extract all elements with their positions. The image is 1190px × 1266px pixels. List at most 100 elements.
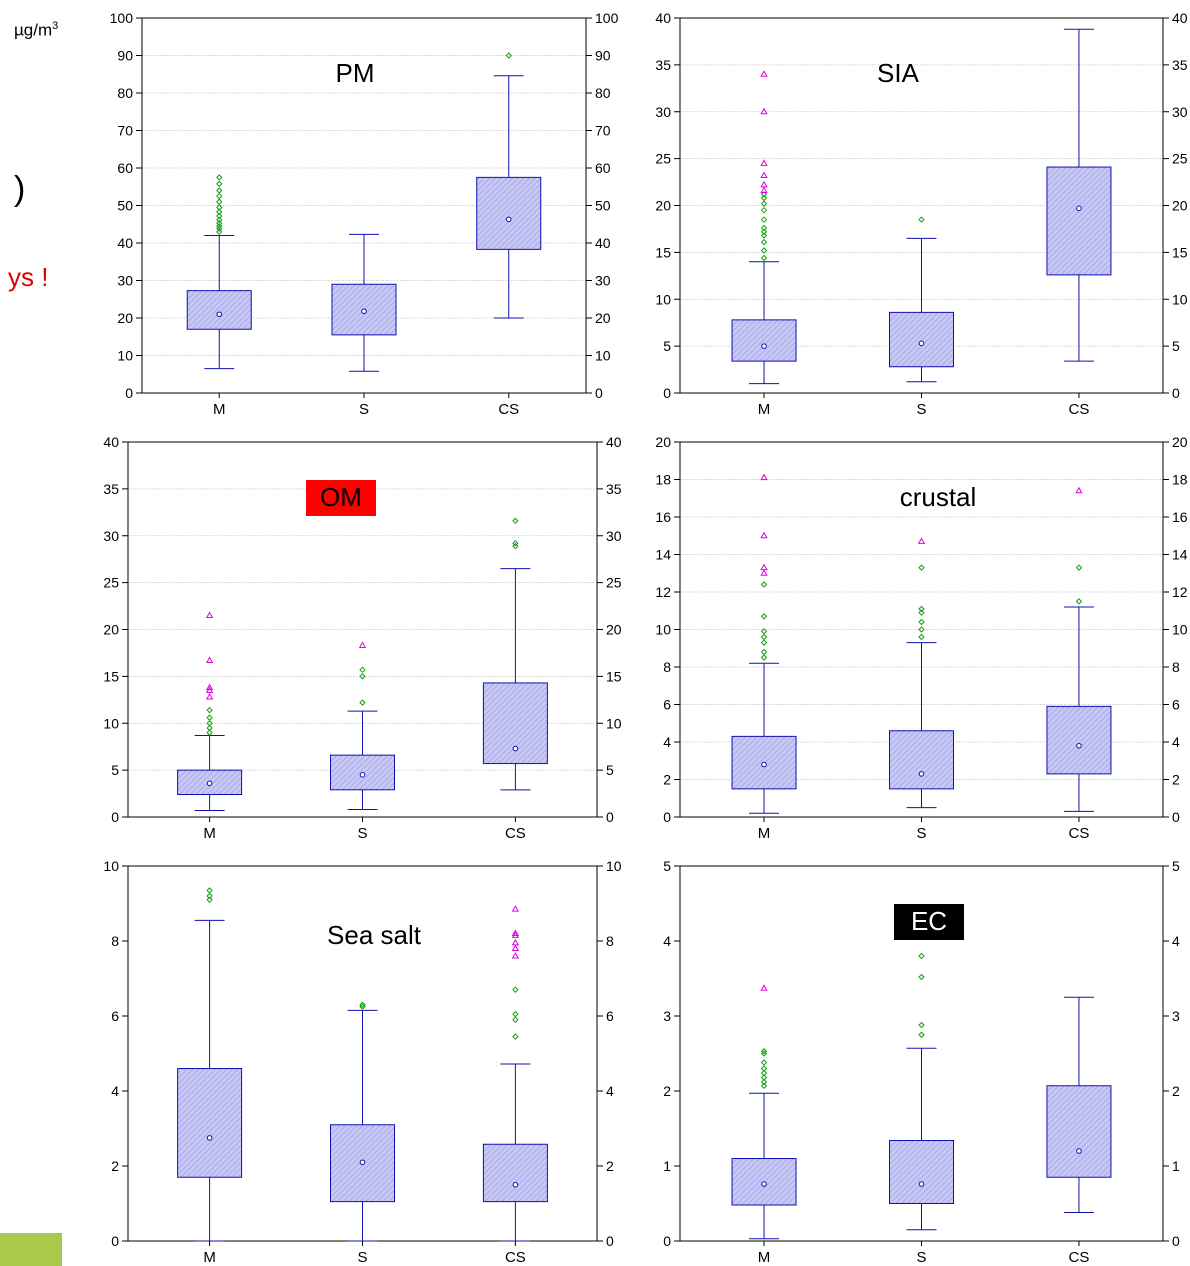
y-tick-label-left: 5 xyxy=(663,338,671,354)
y-tick-label-right: 0 xyxy=(595,385,603,401)
y-tick-label-left: 10 xyxy=(103,715,119,731)
box-cs xyxy=(482,517,548,791)
y-tick-label-right: 5 xyxy=(1172,338,1180,354)
y-tick-label-left: 14 xyxy=(655,547,671,563)
y-tick-label-right: 8 xyxy=(606,933,614,949)
y-tick-label-right: 18 xyxy=(1172,472,1188,488)
outlier-point xyxy=(760,648,768,656)
y-tick-label-left: 0 xyxy=(125,385,133,401)
x-tick-label: CS xyxy=(1069,825,1090,842)
box-s xyxy=(331,233,397,372)
outlier-point xyxy=(216,225,223,232)
median-marker xyxy=(512,1181,519,1188)
extreme-outlier-point xyxy=(760,569,768,576)
outlier-point xyxy=(359,699,366,706)
y-tick-label-left: 4 xyxy=(111,1083,119,1099)
outlier-point xyxy=(206,892,213,900)
extreme-outlier-point xyxy=(760,171,768,178)
x-tick-label: M xyxy=(758,825,771,842)
unit-label: µg/m3 xyxy=(14,20,58,41)
extreme-outlier-point xyxy=(511,938,520,946)
box-m xyxy=(177,611,243,811)
outlier-point xyxy=(206,724,213,732)
y-tick-label-right: 0 xyxy=(606,809,614,825)
y-tick-label-left: 0 xyxy=(663,809,671,825)
y-tick-label-left: 35 xyxy=(655,57,671,73)
outlier-point xyxy=(760,200,768,207)
extreme-outlier-point xyxy=(511,951,520,959)
outlier-point xyxy=(760,1048,768,1055)
y-tick-label-right: 10 xyxy=(595,348,611,364)
outlier-point xyxy=(760,1069,768,1077)
y-tick-label-left: 40 xyxy=(103,434,119,450)
y-tick-label-right: 25 xyxy=(1172,151,1188,167)
y-tick-label-left: 35 xyxy=(103,481,119,497)
y-tick-label-left: 70 xyxy=(117,123,133,139)
x-tick-label: S xyxy=(357,825,367,842)
chart-panel-crustal: 0 0 2 2 4 4 6 6 8 8 10 10 12 12 14 14 16 16 18 18 20 20 M S CS cr… xyxy=(655,434,1187,842)
extreme-outlier-point xyxy=(760,107,768,115)
outlier-point xyxy=(505,52,512,59)
y-tick-label-right: 5 xyxy=(606,762,614,778)
box-m xyxy=(731,70,797,385)
y-tick-label-right: 30 xyxy=(595,273,611,289)
outlier-point xyxy=(760,628,768,635)
iqr-box xyxy=(889,1140,954,1204)
y-tick-label-left: 100 xyxy=(110,10,134,26)
outlier-point xyxy=(216,198,223,205)
extreme-outlier-point xyxy=(760,186,768,193)
y-tick-label-left: 5 xyxy=(111,762,119,778)
y-tick-label-left: 30 xyxy=(117,273,133,289)
extreme-outlier-point xyxy=(760,70,768,77)
box-m xyxy=(186,174,252,370)
median-marker xyxy=(361,308,367,315)
y-tick-label-right: 25 xyxy=(606,575,622,591)
y-tick-label-left: 6 xyxy=(111,1008,119,1024)
outlier-point xyxy=(216,180,223,187)
outlier-point xyxy=(760,194,768,202)
outlier-point xyxy=(206,887,213,894)
y-tick-label-left: 6 xyxy=(663,697,671,713)
y-tick-label-right: 8 xyxy=(1172,659,1180,675)
y-tick-label-left: 40 xyxy=(655,10,671,26)
extreme-outlier-point xyxy=(358,641,367,648)
box-cs xyxy=(1046,28,1112,362)
y-tick-label-left: 5 xyxy=(663,858,671,874)
outlier-point xyxy=(918,1021,925,1029)
box-s xyxy=(889,216,954,383)
y-tick-label-right: 2 xyxy=(1172,772,1180,788)
iqr-box xyxy=(1046,705,1112,775)
y-tick-label-right: 16 xyxy=(1172,509,1188,525)
outlier-point xyxy=(216,219,223,227)
outlier-point xyxy=(760,1059,768,1066)
median-marker xyxy=(1076,205,1082,212)
y-tick-label-right: 35 xyxy=(606,481,622,497)
outlier-point xyxy=(918,605,925,613)
outlier-point xyxy=(760,654,768,661)
median-marker xyxy=(359,1159,366,1166)
outlier-point xyxy=(918,626,925,633)
extreme-outlier-point xyxy=(205,692,214,700)
y-tick-label-right: 0 xyxy=(606,1233,614,1249)
median-marker xyxy=(216,311,223,318)
y-tick-label-right: 90 xyxy=(595,48,611,64)
y-tick-label-left: 20 xyxy=(655,198,671,214)
outlier-point xyxy=(359,666,366,674)
x-tick-label: CS xyxy=(505,1249,526,1266)
box-s xyxy=(330,641,395,810)
outlier-point xyxy=(1075,598,1083,605)
y-tick-label-left: 20 xyxy=(103,622,119,638)
box-m xyxy=(731,984,797,1240)
extreme-outlier-point xyxy=(205,611,214,618)
extreme-outlier-point xyxy=(760,984,768,991)
box-s xyxy=(889,537,954,809)
y-tick-label-left: 15 xyxy=(655,244,671,260)
y-tick-label-left: 8 xyxy=(663,659,671,675)
extreme-outlier-point xyxy=(917,537,926,544)
extreme-outlier-point xyxy=(511,929,520,936)
extreme-outlier-point xyxy=(511,931,520,938)
outlier-point xyxy=(512,540,519,547)
y-tick-label-left: 80 xyxy=(117,85,133,101)
y-tick-label-right: 6 xyxy=(1172,697,1180,713)
